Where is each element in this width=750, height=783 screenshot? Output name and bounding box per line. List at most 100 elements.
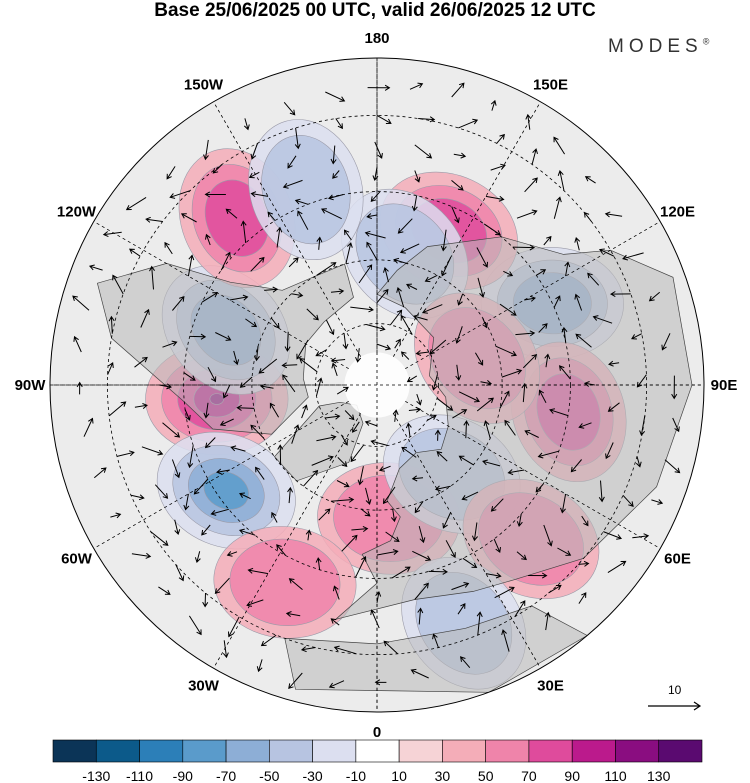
wind-arrow bbox=[392, 566, 411, 579]
wind-arrow bbox=[543, 235, 552, 246]
meridian-line bbox=[405, 400, 661, 549]
wind-arrow bbox=[490, 99, 497, 111]
wind-arrow bbox=[288, 578, 303, 590]
north-america bbox=[96, 263, 354, 435]
wind-arrow bbox=[296, 339, 309, 360]
wind-arrow bbox=[374, 141, 383, 159]
wind-arrow bbox=[451, 82, 465, 98]
wind-arrow bbox=[158, 586, 171, 595]
map-disc bbox=[49, 57, 705, 713]
wind-arrow bbox=[355, 348, 362, 363]
wind-arrow bbox=[171, 459, 181, 479]
wind-arrow bbox=[93, 467, 107, 479]
anomaly-center bbox=[156, 431, 296, 550]
north-africa bbox=[284, 605, 588, 693]
wind-arrow bbox=[294, 198, 309, 205]
wind-arrow bbox=[149, 265, 156, 290]
wind-arrow bbox=[332, 585, 340, 600]
longitude-label: 0 bbox=[373, 724, 381, 741]
wind-arrow bbox=[604, 211, 623, 218]
wind-arrow bbox=[315, 557, 322, 570]
wind-arrow bbox=[240, 220, 247, 243]
wind-arrow bbox=[222, 640, 229, 659]
wind-arrow bbox=[145, 216, 163, 223]
wind-arrow bbox=[432, 633, 439, 648]
wind-arrow bbox=[376, 114, 392, 124]
wind-arrow bbox=[250, 143, 258, 160]
wind-arrow bbox=[330, 145, 337, 165]
wind-arrow bbox=[664, 459, 681, 474]
wind-arrow bbox=[316, 236, 323, 250]
wind-arrow bbox=[494, 586, 515, 599]
wind-arrow bbox=[131, 552, 152, 559]
wind-arrow bbox=[325, 91, 346, 102]
wind-arrow bbox=[455, 326, 463, 344]
wind-arrow bbox=[282, 179, 303, 189]
wind-arrow bbox=[162, 340, 178, 348]
wind-arrow bbox=[538, 389, 547, 404]
wind-arrow bbox=[162, 422, 181, 438]
wind-arrow bbox=[337, 457, 348, 467]
wind-arrow bbox=[228, 616, 240, 638]
wind-arrow bbox=[219, 418, 234, 426]
wind-arrow bbox=[370, 609, 380, 629]
wind-arrow bbox=[229, 294, 249, 301]
wind-arrow bbox=[390, 509, 397, 523]
wind-arrow bbox=[574, 236, 581, 251]
wind-arrow bbox=[351, 525, 369, 533]
wind-arrow bbox=[350, 444, 365, 463]
wind-arrow bbox=[436, 451, 448, 462]
meridian-line bbox=[392, 413, 541, 669]
wind-arrow bbox=[412, 550, 432, 561]
wind-arrow bbox=[276, 226, 283, 248]
wind-arrow bbox=[316, 434, 337, 442]
wind-arrow bbox=[367, 84, 391, 91]
wind-arrow bbox=[570, 459, 582, 473]
meridian-line bbox=[392, 101, 541, 357]
wind-arrow bbox=[428, 568, 448, 575]
colorbar-label: 10 bbox=[391, 768, 407, 783]
wind-arrow bbox=[434, 429, 441, 441]
meridian-line bbox=[405, 221, 661, 370]
wind-arrow bbox=[336, 480, 350, 488]
longitude-label: 120E bbox=[660, 204, 695, 221]
wind-arrow bbox=[225, 208, 238, 219]
wind-arrow bbox=[318, 508, 331, 521]
wind-arrow bbox=[248, 171, 260, 179]
longitude-labels: 180 150E 120E 90E 60E 30E 0 30W 60W 90W 120W 150W bbox=[15, 30, 738, 741]
wind-arrow bbox=[631, 333, 642, 340]
logo-text: MODES bbox=[608, 36, 703, 57]
wind-arrow bbox=[370, 191, 381, 203]
wind-arrow bbox=[397, 218, 413, 234]
wind-arrow bbox=[459, 656, 471, 669]
wind-arrow bbox=[303, 469, 319, 487]
wind-arrow bbox=[440, 229, 447, 252]
wind-arrow bbox=[671, 375, 678, 400]
wind-arrow bbox=[490, 163, 506, 171]
colorbar-bin bbox=[139, 739, 184, 763]
wind-arrow bbox=[357, 466, 364, 486]
wind-arrow bbox=[458, 118, 479, 129]
wind-arrow bbox=[603, 531, 623, 540]
wind-arrow bbox=[385, 531, 400, 542]
wind-arrow bbox=[584, 176, 596, 184]
colorbar-bin bbox=[442, 739, 486, 763]
colorbar-bin bbox=[355, 739, 400, 763]
wind-arrow bbox=[203, 139, 209, 161]
wind-arrow bbox=[399, 243, 420, 254]
longitude-label: 150W bbox=[184, 76, 224, 93]
wind-arrow bbox=[524, 177, 538, 193]
colorbar-bin bbox=[398, 739, 443, 763]
colorbar-label: -130 bbox=[82, 768, 110, 783]
colorbar-bin bbox=[528, 739, 573, 763]
wind-arrow bbox=[355, 556, 367, 578]
wind-arrow bbox=[544, 353, 551, 368]
wind-arrow bbox=[515, 330, 536, 337]
wind-arrow bbox=[297, 210, 309, 230]
wind-arrow bbox=[189, 333, 207, 340]
wind-arrow bbox=[250, 424, 265, 439]
wind-arrow bbox=[382, 486, 396, 505]
wind-arrow bbox=[622, 494, 634, 508]
longitude-label: 90W bbox=[15, 377, 47, 394]
